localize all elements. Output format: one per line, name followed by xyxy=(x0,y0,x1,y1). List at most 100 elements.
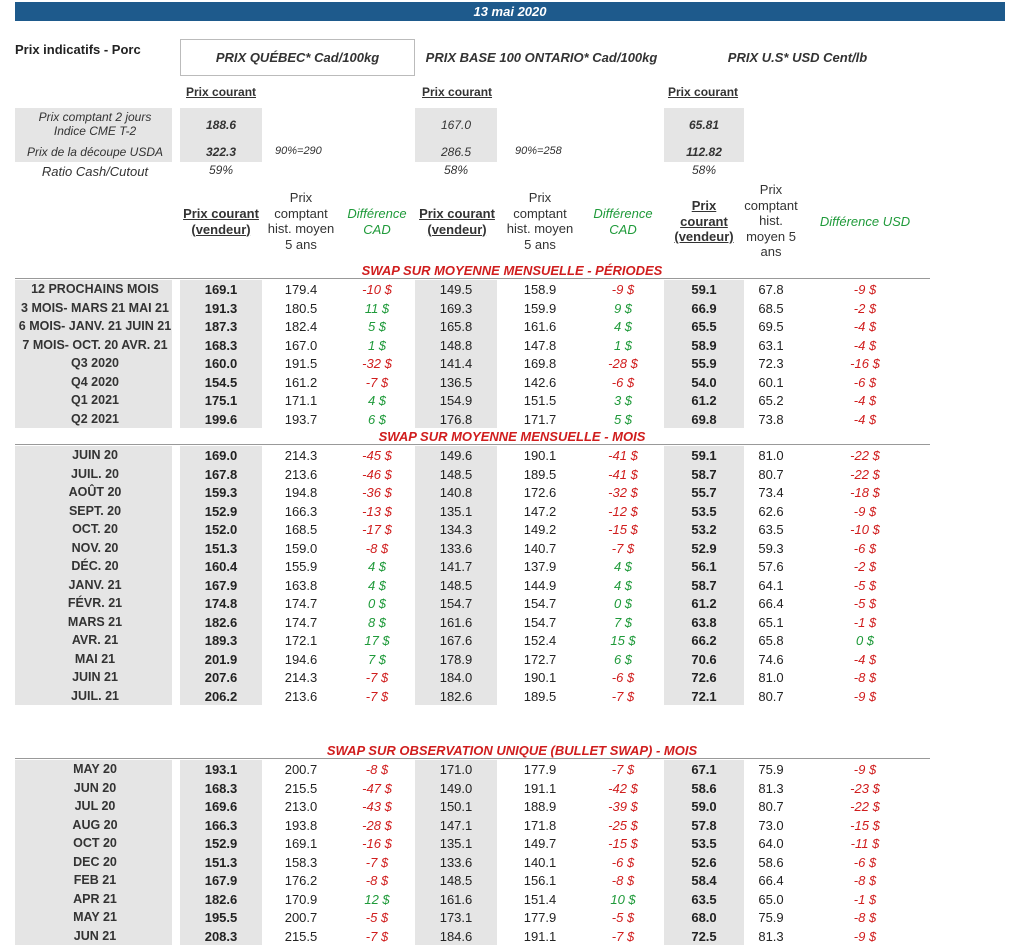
table-cell: -16 $ xyxy=(362,836,392,851)
table-cell: 161.6 xyxy=(523,319,557,334)
table-cell: 80.7 xyxy=(758,466,784,482)
table-cell: 171.7 xyxy=(523,411,557,427)
table-cell: 191.1 xyxy=(523,928,557,944)
table-cell: 133.6 xyxy=(439,540,473,556)
table-cell: 58.9 xyxy=(691,337,717,353)
table-cell: 6 $ xyxy=(613,651,633,667)
table-cell: -7 $ xyxy=(365,374,389,390)
table-cell: 63.1 xyxy=(758,337,784,353)
table-cell: 7 $ xyxy=(613,614,633,630)
table-cell: 193.1 xyxy=(204,762,238,777)
table-cell: 194.8 xyxy=(284,485,318,500)
table-cell: 213.0 xyxy=(284,799,318,814)
col-vendeur-us-l3: (vendeur) xyxy=(674,229,734,244)
table-cell: 140.8 xyxy=(439,485,473,500)
table-cell: 59.1 xyxy=(691,448,717,463)
table-cell: -7 $ xyxy=(365,928,389,944)
table-cell: 182.6 xyxy=(204,614,238,630)
table-cell: 200.7 xyxy=(284,910,318,925)
table-cell: 59.0 xyxy=(691,799,717,814)
table-cell: 169.6 xyxy=(204,799,238,814)
table-cell: 63.5 xyxy=(691,891,717,907)
col-vendeur-qc-l1: Prix courant xyxy=(183,206,259,221)
row-label: FÉVR. 21 xyxy=(67,596,123,610)
col-hist-qc: Prix comptant hist. moyen 5 ans xyxy=(262,190,340,252)
table-cell: 65.5 xyxy=(691,319,717,334)
table-cell: 58.6 xyxy=(758,854,784,870)
summary-label-cutout: Prix de la découpe USDA xyxy=(26,145,164,159)
column-shade xyxy=(15,280,172,428)
table-cell: 17 $ xyxy=(364,633,390,648)
table-cell: -6 $ xyxy=(853,854,877,870)
table-cell: 57.6 xyxy=(758,559,784,574)
table-cell: 152.0 xyxy=(204,522,238,537)
table-cell: 193.7 xyxy=(284,411,318,427)
table-cell: 152.4 xyxy=(523,633,557,648)
table-cell: 75.9 xyxy=(758,762,784,777)
col-diff-cad-qc-l2: CAD xyxy=(363,221,391,237)
table-cell: -9 $ xyxy=(853,688,877,704)
summary-ratio-on: 58% xyxy=(443,163,469,177)
page-title: Prix indicatifs - Porc xyxy=(15,42,141,57)
table-cell: -45 $ xyxy=(362,448,392,463)
row-label: Q2 2021 xyxy=(71,411,119,426)
table-cell: 149.5 xyxy=(439,282,473,297)
table-cell: 160.4 xyxy=(204,559,238,574)
row-label: 7 MOIS- OCT. 20 AVR. 21 xyxy=(22,337,168,352)
summary-label-ratio: Ratio Cash/Cutout xyxy=(41,164,149,179)
column-shade xyxy=(180,280,262,428)
table-cell: -6 $ xyxy=(853,540,877,556)
table-cell: 61.2 xyxy=(691,596,717,611)
col-hist-on-l4: 5 ans xyxy=(524,236,556,252)
table-cell: 149.2 xyxy=(523,522,557,537)
table-cell: 178.9 xyxy=(439,651,473,667)
table-cell: 0 $ xyxy=(367,596,387,611)
table-cell: -6 $ xyxy=(853,374,877,390)
col-hist-us-l3: hist. xyxy=(759,213,783,228)
table-cell: -4 $ xyxy=(853,337,877,353)
table-cell: -4 $ xyxy=(853,393,877,408)
table-cell: 172.1 xyxy=(284,633,318,648)
column-shade xyxy=(180,446,262,705)
table-cell: 67.1 xyxy=(691,762,717,777)
section-title: SWAP SUR OBSERVATION UNIQUE (BULLET SWAP… xyxy=(326,743,698,758)
table-cell: 53.5 xyxy=(691,503,717,519)
table-cell: 62.6 xyxy=(758,503,784,519)
table-cell: -7 $ xyxy=(365,688,389,704)
table-cell: -17 $ xyxy=(362,522,392,537)
table-cell: 173.1 xyxy=(439,910,473,925)
table-cell: -47 $ xyxy=(362,780,392,796)
col-vendeur-on-l2: (vendeur) xyxy=(427,221,487,237)
table-cell: -10 $ xyxy=(850,522,880,537)
col-hist-qc-l3: hist. moyen xyxy=(267,221,335,236)
table-cell: 63.8 xyxy=(691,614,717,630)
table-cell: 159.9 xyxy=(523,300,557,316)
table-cell: 66.4 xyxy=(758,596,784,611)
table-cell: 154.9 xyxy=(439,393,473,408)
table-cell: 11 $ xyxy=(364,300,390,316)
table-cell: -4 $ xyxy=(853,319,877,334)
summary-label-spot: Prix comptant 2 jours Indice CME T-2 xyxy=(15,110,175,138)
table-cell: 68.0 xyxy=(691,910,717,925)
summary-cutout-on-note: 90%=258 xyxy=(515,145,562,157)
table-cell: 190.1 xyxy=(523,670,557,685)
row-label: JANV. 21 xyxy=(68,577,122,592)
table-cell: 73.4 xyxy=(758,485,784,500)
table-cell: -8 $ xyxy=(853,873,877,888)
table-cell: -32 $ xyxy=(608,485,638,500)
table-cell: -15 $ xyxy=(608,522,638,537)
row-label: JUN 20 xyxy=(73,780,117,795)
table-cell: -41 $ xyxy=(608,466,638,482)
col-hist-us-l2: comptant xyxy=(744,197,798,213)
table-cell: 193.8 xyxy=(284,817,318,833)
table-cell: 159.3 xyxy=(204,485,238,500)
table-cell: 81.3 xyxy=(758,928,784,944)
row-label: JUL 20 xyxy=(74,799,116,813)
table-cell: 149.7 xyxy=(523,836,557,851)
table-cell: -6 $ xyxy=(611,854,635,870)
table-cell: 72.3 xyxy=(758,356,784,371)
table-cell: 188.9 xyxy=(523,799,557,814)
summary-cutout-on: 286.5 xyxy=(440,145,472,159)
table-cell: 168.3 xyxy=(204,337,238,353)
table-cell: 206.2 xyxy=(204,688,238,704)
